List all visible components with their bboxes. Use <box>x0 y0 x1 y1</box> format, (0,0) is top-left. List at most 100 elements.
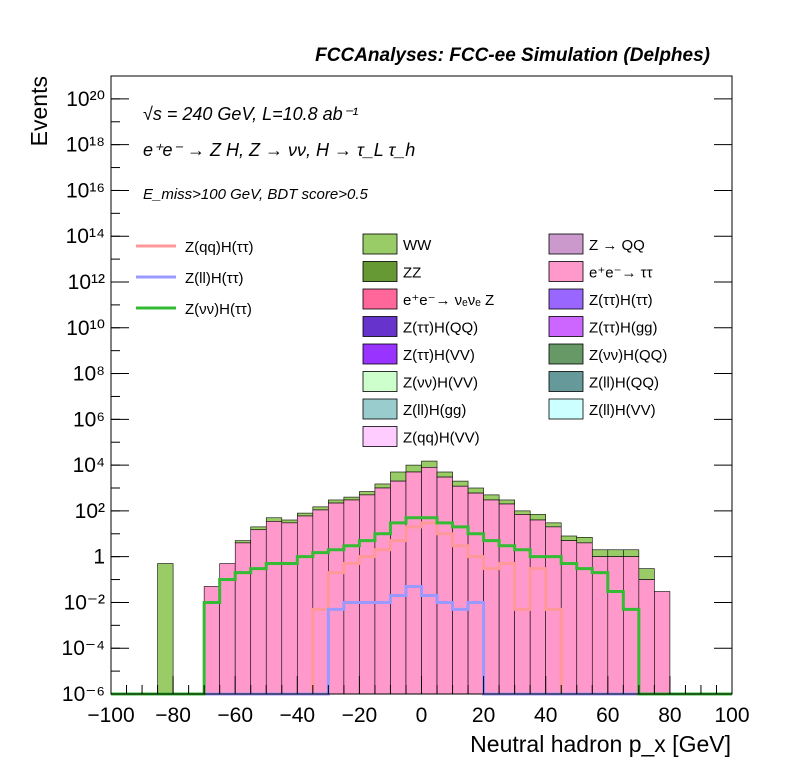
y-tick-label: 10¹⁶ <box>66 179 105 202</box>
legend-fill-label: ZZ <box>403 265 421 282</box>
hist-bar-e-e- <box>436 476 453 695</box>
legend-fill-label: e⁺e⁻→ νₑνₑ Z <box>403 292 494 309</box>
hist-bar-e-e- <box>591 556 609 695</box>
overlay-line-z-h- <box>111 516 732 696</box>
hist-bar-ww <box>390 471 407 482</box>
y-tick-label: 10¹⁰ <box>66 317 105 340</box>
hist-bar-ww <box>607 549 624 557</box>
legend-fill-label: Z(ττ)H(gg) <box>589 320 658 337</box>
hist-bar-e-e- <box>421 467 438 695</box>
x-tick-label: 40 <box>534 704 557 727</box>
y-tick-label: 1 <box>93 546 105 569</box>
legend: Z(qq)H(ττ) Z(ll)H(ττ) Z(νν)H(ττ) WW ZZ e⁺e⁻→ … <box>136 233 667 447</box>
hist-bar-ww <box>328 499 345 504</box>
hist-bar-ww <box>281 519 298 524</box>
x-tick-label: −60 <box>217 704 253 727</box>
hist-bar-ww <box>452 480 469 487</box>
hist-bar-ww <box>545 522 562 528</box>
legend-fill-label: Z(νν)H(QQ) <box>589 347 667 364</box>
x-tick-label: 20 <box>472 704 495 727</box>
x-tick-label: 0 <box>416 704 428 727</box>
y-tick-label: 10⁻² <box>64 591 105 614</box>
legend-fill-label: Z(νν)H(VV) <box>403 375 478 392</box>
legend-line-label: Z(νν)H(ττ) <box>185 301 252 318</box>
x-axis: −100 −80 −60 −40 −20 0 20 40 60 80 100 <box>87 676 750 727</box>
hist-bar-ww <box>265 517 283 522</box>
hist-bar-e-e- <box>312 509 329 695</box>
legend-fill-label: Z(ll)H(QQ) <box>589 375 659 392</box>
y-tick-label: 10⁶ <box>73 408 105 431</box>
hist-bar-ww <box>157 563 174 695</box>
y-tick-label: 10⁻⁶ <box>62 683 105 706</box>
hist-bar-ww <box>514 510 531 515</box>
legend-fill-swatch <box>362 398 398 420</box>
legend-line-label: Z(qq)H(ττ) <box>185 239 254 256</box>
hist-bar-e-e- <box>234 542 252 695</box>
legend-fill-label: Z(qq)H(VV) <box>403 430 480 447</box>
x-tick-label: 80 <box>658 704 681 727</box>
legend-fill-swatch <box>548 316 584 337</box>
legend-fill-swatch <box>362 316 398 337</box>
legend-fill-label: WW <box>403 237 432 254</box>
hist-bar-ww <box>374 483 391 489</box>
hist-bar-e-e- <box>483 499 500 695</box>
hist-bar-e-e- <box>623 556 640 695</box>
hist-bar-e-e- <box>374 487 391 695</box>
hist-bar-e-e- <box>250 529 267 695</box>
hist-bar-ww <box>234 540 252 544</box>
legend-fill-swatch <box>362 343 398 365</box>
hist-bar-ww <box>312 506 329 511</box>
hist-bar-e-e- <box>296 515 314 695</box>
x-axis-title: Neutral hadron p_x [GeV] <box>470 731 731 757</box>
y-tick-label: 10² <box>75 500 105 523</box>
y-tick-label: 10¹⁸ <box>66 134 105 157</box>
hist-bar-e-e- <box>498 503 515 695</box>
legend-fill-swatch <box>548 288 584 310</box>
hist-bar-ww <box>343 496 360 501</box>
hist-bar-e-e- <box>452 485 469 695</box>
y-axis: 10⁻⁶ 10⁻⁴ 10⁻² 1 10² 10⁴ 10⁶ 10⁸ 10¹⁰ 10¹² 10¹⁴ 10¹… <box>62 88 732 706</box>
hist-bar-ww <box>560 535 578 541</box>
hist-bar-ww <box>638 568 655 580</box>
y-tick-label: 10⁸ <box>73 363 105 386</box>
hist-bar-e-e- <box>607 556 624 695</box>
legend-fill-label: Z(ττ)H(QQ) <box>403 320 478 337</box>
y-tick-label: 10⁴ <box>73 454 105 477</box>
hist-bar-e-e- <box>405 471 422 695</box>
hist-bar-ww <box>359 491 376 496</box>
hist-bar-e-e- <box>654 591 671 695</box>
legend-fill-swatch <box>548 261 584 282</box>
hist-bar-ww <box>498 499 515 505</box>
hist-bar-e-e- <box>576 542 593 695</box>
legend-fill-swatch <box>362 261 398 282</box>
legend-fill-swatch <box>362 288 398 310</box>
annotation-energy-lumi: √s = 240 GeV, L=10.8 ab⁻¹ <box>143 104 358 124</box>
hist-bar-e-e- <box>281 522 298 695</box>
legend-line-label: Z(ll)H(ττ) <box>185 270 244 287</box>
hist-bar-ww <box>436 471 453 478</box>
y-axis-title: Events <box>26 76 52 146</box>
y-tick-label: 10⁻⁴ <box>62 637 105 660</box>
hist-bar-ww <box>529 514 546 521</box>
legend-fill-label: Z → QQ <box>589 237 645 254</box>
hist-bar-e-e- <box>638 579 655 695</box>
legend-fill-swatch <box>548 371 584 392</box>
x-tick-label: −20 <box>342 704 378 727</box>
y-tick-label: 10¹⁴ <box>66 225 105 248</box>
hist-bar-ww <box>405 464 422 473</box>
hist-bar-e-e- <box>219 563 236 695</box>
hist-bar-ww <box>421 460 438 468</box>
hist-bar-e-e- <box>529 519 546 695</box>
legend-fill-swatch <box>362 426 398 447</box>
hist-bar-e-e- <box>467 492 484 695</box>
x-tick-label: −40 <box>279 704 315 727</box>
y-tick-label: 10¹² <box>68 271 105 294</box>
hist-bar-ww <box>483 494 500 501</box>
legend-fill-swatch <box>548 233 584 255</box>
y-tick-label: 10²⁰ <box>66 88 105 111</box>
hist-bar-e-e- <box>328 502 345 695</box>
legend-fill-swatch <box>362 371 398 392</box>
hist-bar-ww <box>467 487 484 494</box>
legend-fill-label: Z(ττ)H(VV) <box>403 347 475 364</box>
x-tick-label: −80 <box>155 704 191 727</box>
